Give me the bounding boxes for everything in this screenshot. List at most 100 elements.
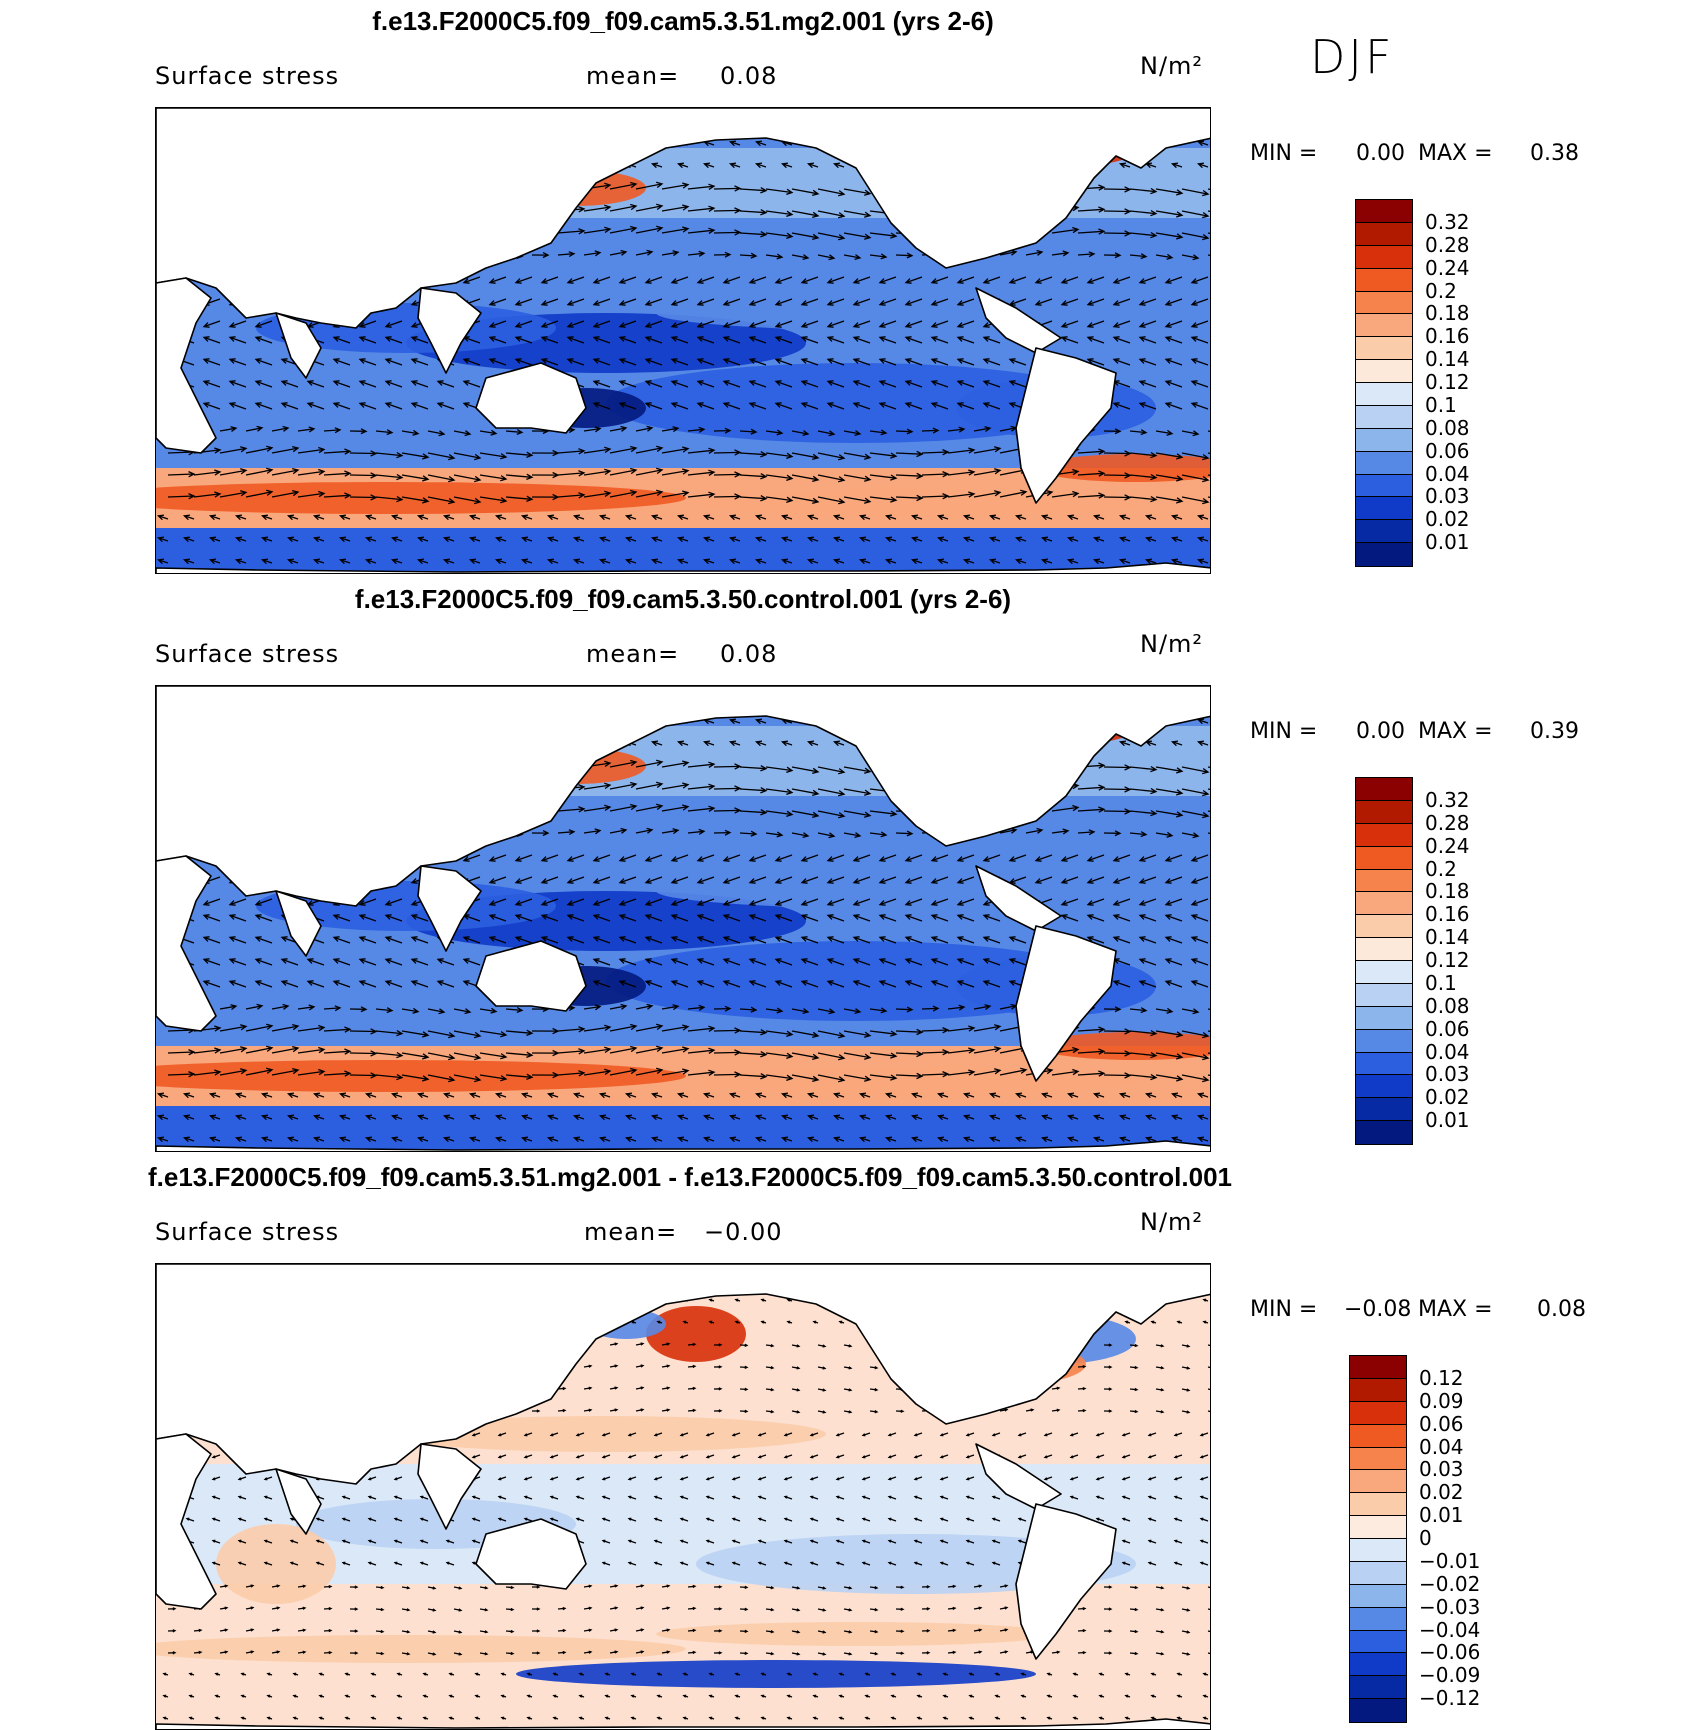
colorbar-swatch (1350, 1424, 1406, 1448)
colorbar-tick-label: 0 (1419, 1526, 1432, 1550)
panel-title: f.e13.F2000C5.f09_f09.cam5.3.51.mg2.001 … (148, 1162, 1232, 1192)
colorbar-tick-label: 0.28 (1425, 810, 1470, 835)
panel-title: f.e13.F2000C5.f09_f09.cam5.3.51.mg2.001 … (372, 6, 994, 36)
colorbar-swatch (1356, 961, 1412, 984)
colorbar-tick-label: −0.06 (1419, 1640, 1481, 1665)
map-plot (155, 107, 1211, 574)
land-mass (156, 1140, 1210, 1151)
colorbar (1349, 1355, 1407, 1723)
colorbar-swatch (1350, 1378, 1406, 1402)
colorbar-swatch (1356, 245, 1412, 269)
colorbar-swatch (1356, 915, 1412, 939)
colorbar-tick-label: 0.1 (1425, 392, 1457, 417)
colorbar-swatch (1356, 337, 1412, 361)
min-label: MIN = (1250, 141, 1318, 166)
colorbar (1355, 777, 1413, 1145)
colorbar-swatch (1356, 200, 1412, 223)
land-mass (156, 562, 1210, 573)
colorbar-tick-label: 0.01 (1425, 530, 1470, 555)
colorbar-swatch (1356, 1098, 1412, 1122)
land-mass (156, 1433, 217, 1610)
colorbar-tick-label: 0.16 (1425, 902, 1470, 927)
units-label: N/m² (1140, 1208, 1204, 1236)
colorbar-swatch (1350, 1630, 1406, 1654)
colorbar-swatch (1356, 383, 1412, 406)
colorbar-tick-label: 0.01 (1425, 1108, 1470, 1133)
colorbar-swatch (1356, 222, 1412, 246)
field-contour (656, 1622, 1056, 1646)
colorbar-swatch (1356, 1121, 1412, 1144)
field-contour (656, 873, 1176, 909)
colorbar-swatch (1350, 1653, 1406, 1677)
field-contour (156, 482, 686, 514)
field-contour (576, 248, 936, 288)
land-mass (1015, 925, 1117, 1082)
colorbar-swatch (1356, 314, 1412, 338)
colorbar-swatch (1350, 1607, 1406, 1631)
colorbar-swatch (1356, 1075, 1412, 1099)
map-plot (155, 685, 1211, 1152)
map-svg (156, 1264, 1210, 1729)
colorbar-tick-label: 0.12 (1425, 370, 1470, 394)
colorbar-tick-label: 0.08 (1425, 993, 1470, 1018)
colorbar-tick-label: 0.16 (1425, 324, 1470, 349)
field-band (156, 1106, 1210, 1151)
land-mass (475, 362, 587, 434)
land-mass (156, 108, 1210, 329)
colorbar-swatch (1356, 869, 1412, 893)
colorbar-swatch (1350, 1470, 1406, 1494)
colorbar-swatch (1350, 1356, 1406, 1379)
land-mass (475, 940, 587, 1012)
max-value: 0.08 (1537, 1297, 1586, 1322)
colorbar-tick-label: −0.09 (1419, 1663, 1481, 1688)
min-label: MIN = (1250, 1297, 1318, 1322)
colorbar-swatch (1356, 892, 1412, 916)
field-contour (576, 826, 936, 866)
land-mass (275, 312, 322, 379)
land-mass (275, 1468, 322, 1535)
colorbar-tick-label: 0.06 (1425, 1016, 1470, 1041)
colorbar-tick-label: 0.03 (1425, 484, 1470, 509)
colorbar-tick-label: −0.01 (1419, 1548, 1481, 1573)
land-mass (156, 686, 1210, 907)
colorbar-tick-label: 0.14 (1425, 925, 1470, 950)
colorbar (1355, 199, 1413, 567)
season-label: DJF (1310, 30, 1395, 84)
mean-label: mean= (586, 640, 680, 668)
colorbar-tick-label: 0.2 (1425, 856, 1457, 881)
colorbar-tick-label: −0.04 (1419, 1617, 1481, 1642)
colorbar-swatch (1356, 405, 1412, 429)
variable-label: Surface stress (155, 640, 340, 668)
colorbar-tick-label: 0.09 (1419, 1388, 1464, 1413)
colorbar-swatch (1356, 451, 1412, 475)
colorbar-tick-label: 0.02 (1425, 507, 1470, 532)
colorbar-tick-label: −0.12 (1419, 1686, 1481, 1711)
field-contour (646, 1306, 746, 1362)
land-mass (156, 1718, 1210, 1729)
mean-label: mean= (586, 62, 680, 90)
land-mass (1015, 1503, 1117, 1660)
min-value: −0.08 (1344, 1297, 1412, 1322)
min-value: 0.00 (1356, 141, 1405, 166)
colorbar-swatch (1350, 1539, 1406, 1562)
colorbar-swatch (1356, 938, 1412, 961)
max-label: MAX = (1418, 1297, 1493, 1322)
colorbar-swatch (1350, 1401, 1406, 1425)
colorbar-swatch (1350, 1699, 1406, 1722)
map-svg (156, 108, 1210, 573)
land-mass (156, 1264, 1210, 1485)
field-contour (156, 1635, 686, 1663)
colorbar-swatch (1350, 1493, 1406, 1517)
colorbar-tick-label: 0.06 (1425, 438, 1470, 463)
map-svg (156, 686, 1210, 1151)
colorbar-swatch (1356, 800, 1412, 824)
colorbar-tick-label: 0.12 (1425, 948, 1470, 972)
colorbar-tick-label: 0.1 (1425, 970, 1457, 995)
colorbar-swatch (1356, 778, 1412, 801)
colorbar-swatch (1356, 823, 1412, 847)
colorbar-tick-label: 0.24 (1425, 833, 1470, 858)
colorbar-swatch (1356, 474, 1412, 498)
colorbar-tick-label: 0.01 (1419, 1503, 1464, 1528)
colorbar-swatch (1356, 497, 1412, 521)
colorbar-tick-label: 0.14 (1425, 347, 1470, 372)
